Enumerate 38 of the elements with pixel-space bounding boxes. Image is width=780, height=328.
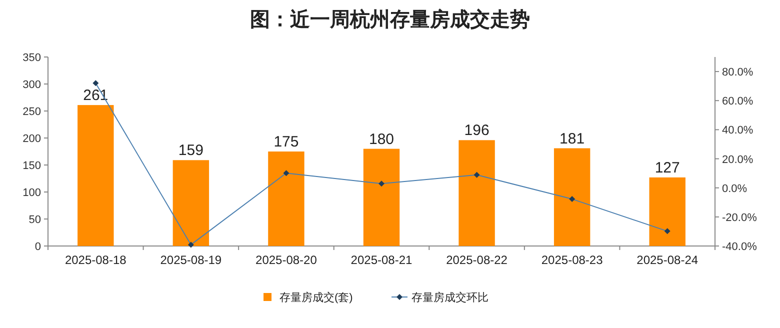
y2-tick-label: 60.0%: [722, 96, 754, 108]
x-tick-label: 2025-08-24: [636, 253, 698, 267]
legend-label: 存量房成交(套): [280, 291, 353, 304]
data-label: 159: [178, 142, 204, 160]
data-label: 180: [368, 130, 394, 148]
chart-title: 图：近一周杭州存量房成交走势: [250, 8, 530, 31]
y-tick-label: 150: [22, 160, 41, 172]
y2-tick-label: 20.0%: [722, 154, 754, 166]
bar: [363, 148, 400, 246]
x-tick-label: 2025-08-20: [256, 253, 318, 267]
bar: [649, 177, 686, 246]
bar: [554, 148, 590, 246]
bar: [268, 152, 304, 246]
data-label: 175: [274, 134, 299, 150]
y2-tick-label: 80.0%: [722, 66, 754, 79]
data-label: 181: [560, 130, 585, 148]
y-tick-label: 350: [22, 52, 41, 64]
y-tick-label: 300: [22, 79, 41, 91]
y-tick-label: 250: [22, 106, 41, 118]
legend-label: 存量房成交环比: [412, 291, 488, 304]
x-tick-label: 2025-08-18: [64, 253, 127, 267]
y2-tick-label: 0.0%: [722, 182, 748, 195]
data-label: 196: [464, 122, 490, 140]
y2-tick-label: -40.0%: [722, 241, 758, 253]
x-tick-label: 2025-08-22: [446, 253, 508, 267]
bar: [78, 105, 114, 246]
x-tick-label: 2025-08-21: [350, 253, 413, 267]
y-tick-label: 100: [22, 187, 41, 199]
y-tick-label: 200: [22, 133, 41, 145]
data-label: 127: [654, 159, 680, 176]
bar: [172, 160, 210, 246]
x-tick-label: 2025-08-23: [541, 253, 604, 267]
y-tick-label: 0: [34, 241, 41, 253]
y2-tick-label: 40.0%: [722, 124, 754, 137]
x-tick-label: 2025-08-19: [160, 253, 222, 267]
bar: [458, 140, 495, 246]
y-tick-label: 50: [28, 214, 41, 226]
y2-tick-label: -20.0%: [722, 212, 758, 224]
